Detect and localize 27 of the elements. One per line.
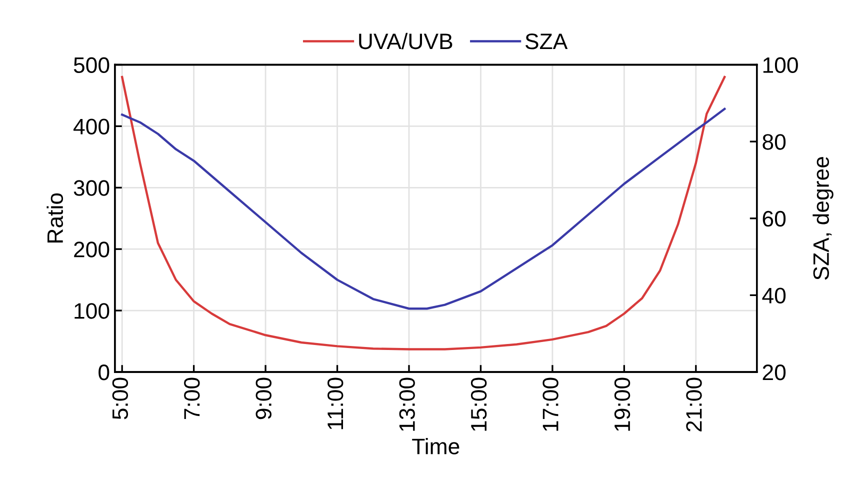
line-series <box>120 108 726 310</box>
legend-label: SZA <box>525 34 568 50</box>
x-tick-label: 9:00 <box>256 378 272 420</box>
y-tick-label: 0 <box>98 364 110 380</box>
y-tick-label: 500 <box>74 57 110 74</box>
x-axis-title: Time <box>412 438 460 454</box>
y-axis-title: Ratio <box>46 193 64 242</box>
legend-label: UVA/UVB <box>359 32 452 50</box>
y2-axis-title: SZA, degree <box>812 156 834 280</box>
x-tick-label: 13:00 <box>399 378 415 431</box>
x-tick-label: 15:00 <box>470 378 487 431</box>
x-tick-label: 7:00 <box>184 378 200 419</box>
y-tick-label: 400 <box>73 118 110 134</box>
x-tick-label: 17:00 <box>542 378 558 431</box>
y2-tick-label: 40 <box>762 288 786 304</box>
y2-tick-label: 100 <box>763 57 798 74</box>
x-tick-label: 21:00 <box>686 378 702 432</box>
x-tick-label: 11:00 <box>327 378 344 430</box>
line-series <box>120 76 726 350</box>
y2-tick-label: 80 <box>762 134 786 150</box>
x-tick-label: 19:00 <box>614 378 630 431</box>
y-tick-label: 200 <box>74 242 110 258</box>
y-tick-label: 300 <box>74 180 110 196</box>
y-tick-label: 100 <box>74 303 110 319</box>
x-tick-label: 5:00 <box>112 378 128 420</box>
y2-tick-label: 20 <box>762 364 786 380</box>
y2-tick-label: 60 <box>762 210 786 227</box>
